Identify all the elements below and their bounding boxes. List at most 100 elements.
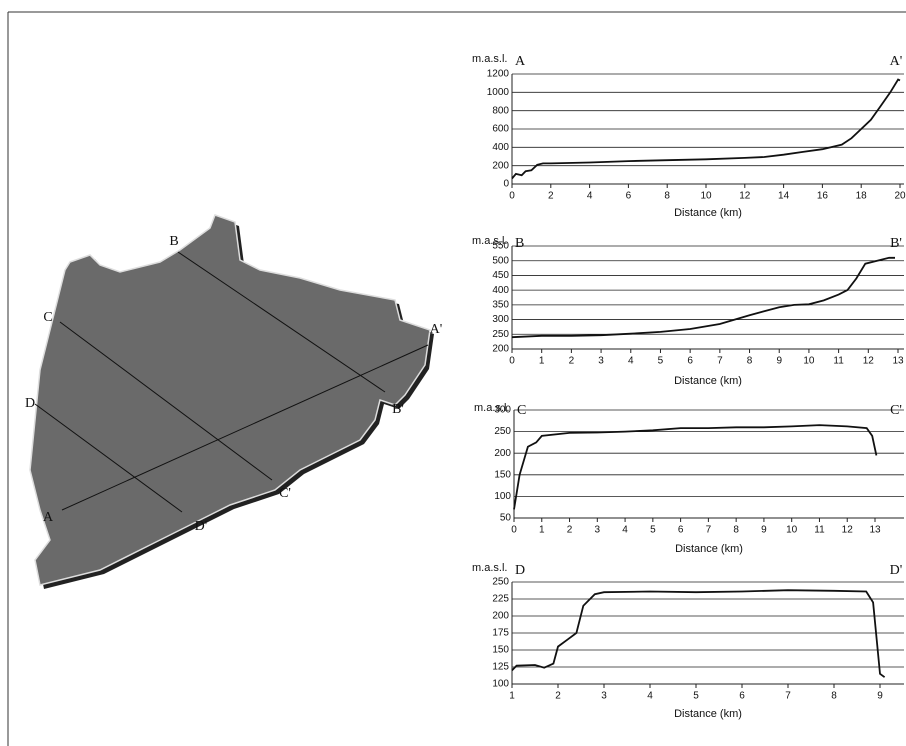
x-tick-label: 2 [567,525,573,536]
x-axis-label: Distance (km) [674,708,742,720]
y-axis-label: m.a.s.l. [474,402,509,414]
x-tick-label: 4 [622,525,628,536]
map-label: C' [279,486,291,501]
x-tick-label: 0 [511,525,517,536]
y-axis-label: m.a.s.l. [472,53,507,65]
start-label: B [515,236,524,251]
x-tick-label: 1 [509,691,515,702]
x-tick-label: 2 [569,356,575,367]
y-tick-label: 225 [492,594,509,605]
x-tick-label: 20 [894,191,906,202]
y-tick-label: 200 [492,611,509,622]
x-tick-label: 10 [786,525,798,536]
x-tick-label: 0 [509,356,515,367]
profile-line [512,590,885,677]
x-tick-label: 5 [658,356,664,367]
x-tick-label: 4 [628,356,634,367]
end-label: D' [890,563,903,578]
x-tick-label: 8 [747,356,753,367]
relief-map [30,215,434,589]
x-tick-label: 9 [776,356,782,367]
y-tick-label: 450 [492,270,509,281]
y-tick-label: 400 [492,285,509,296]
profile-line [512,258,895,337]
y-tick-label: 250 [494,426,511,437]
x-tick-label: 3 [598,356,604,367]
x-tick-label: 0 [509,191,515,202]
x-tick-label: 10 [700,191,712,202]
x-tick-label: 12 [863,356,875,367]
x-tick-label: 5 [693,691,699,702]
x-tick-label: 7 [785,691,791,702]
x-tick-label: 6 [687,356,693,367]
figure: AA'BB'CC'DD'0200400600800100012000246810… [0,0,906,746]
start-label: D [515,563,525,578]
y-tick-label: 200 [492,344,509,355]
x-tick-label: 3 [595,525,601,536]
y-tick-label: 250 [492,329,509,340]
y-tick-label: 1000 [487,87,510,98]
y-tick-label: 600 [492,124,509,135]
x-tick-label: 7 [717,356,723,367]
y-tick-label: 150 [492,645,509,656]
x-tick-label: 9 [877,691,883,702]
x-axis-label: Distance (km) [675,543,743,555]
x-axis-label: Distance (km) [674,207,742,219]
x-tick-label: 8 [831,691,837,702]
x-tick-label: 8 [733,525,739,536]
y-tick-label: 300 [492,314,509,325]
map-label: B' [392,402,404,417]
y-tick-label: 150 [494,469,511,480]
map-label: C [43,310,52,325]
start-label: A [515,54,526,69]
y-tick-label: 50 [500,513,512,524]
y-tick-label: 125 [492,662,509,673]
map-label: D [25,396,35,411]
y-tick-label: 100 [492,679,509,690]
y-tick-label: 1200 [487,69,510,80]
end-label: A' [890,54,903,69]
x-tick-label: 6 [678,525,684,536]
x-tick-label: 7 [706,525,712,536]
x-tick-label: 6 [626,191,632,202]
x-tick-label: 11 [833,356,844,367]
x-tick-label: 11 [814,525,825,536]
y-tick-label: 200 [492,160,509,171]
x-tick-label: 10 [803,356,815,367]
x-tick-label: 8 [664,191,670,202]
x-tick-label: 12 [842,525,854,536]
y-tick-label: 175 [492,628,509,639]
y-axis-label: m.a.s.l. [472,235,507,247]
y-tick-label: 250 [492,577,509,588]
end-label: C' [890,403,902,418]
map-label: D' [195,519,208,534]
map-label: A [43,510,54,525]
x-tick-label: 18 [856,191,868,202]
y-tick-label: 100 [494,491,511,502]
x-tick-label: 9 [761,525,767,536]
map-label: B [169,234,178,249]
x-tick-label: 4 [647,691,653,702]
y-tick-label: 350 [492,299,509,310]
x-tick-label: 2 [548,191,554,202]
y-axis-label: m.a.s.l. [472,562,507,574]
x-tick-label: 1 [539,356,545,367]
start-label: C [517,403,526,418]
x-tick-label: 4 [587,191,593,202]
y-tick-label: 0 [503,179,509,190]
y-tick-label: 200 [494,448,511,459]
x-tick-label: 3 [601,691,607,702]
x-tick-label: 6 [739,691,745,702]
x-tick-label: 14 [778,191,790,202]
x-axis-label: Distance (km) [674,375,742,387]
x-tick-label: 1 [539,525,545,536]
x-tick-label: 2 [555,691,561,702]
x-tick-label: 12 [739,191,751,202]
x-tick-label: 16 [817,191,829,202]
y-tick-label: 800 [492,105,509,116]
map-terrain [30,215,430,585]
x-tick-label: 13 [892,356,904,367]
x-tick-label: 13 [869,525,881,536]
x-tick-label: 5 [650,525,656,536]
map-label: A' [430,322,443,337]
